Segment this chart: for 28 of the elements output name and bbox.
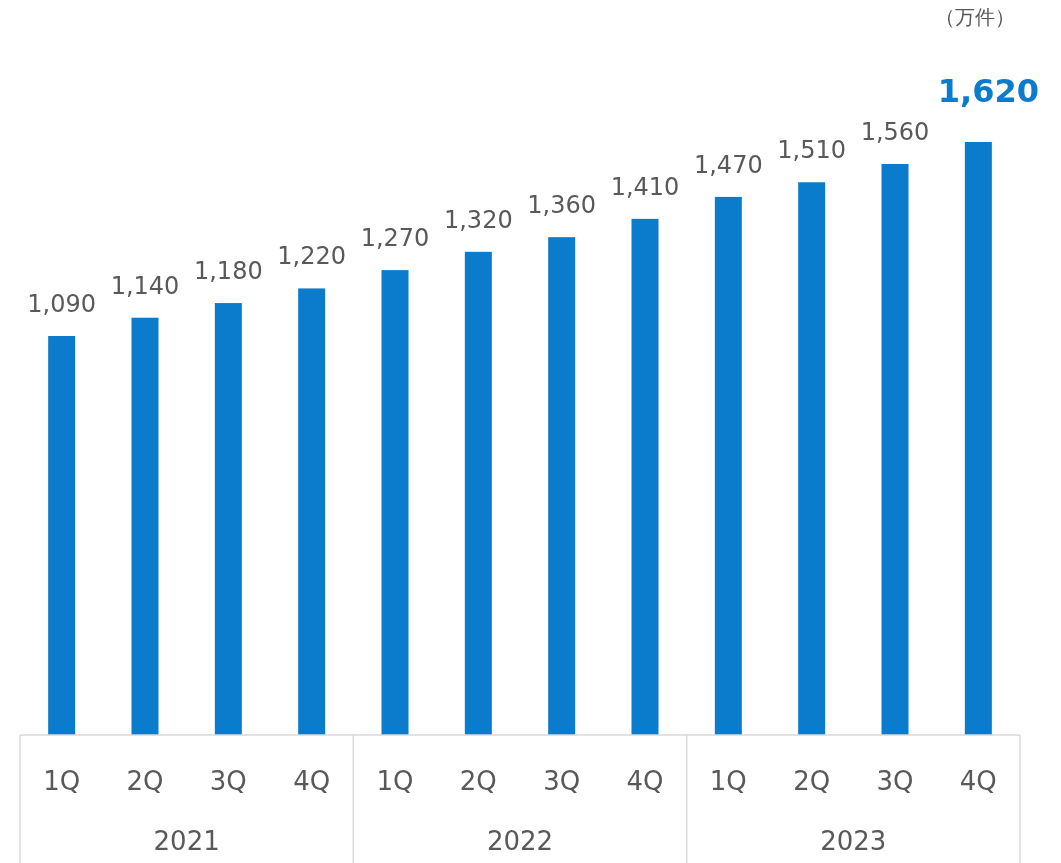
data-label: 1,140: [110, 271, 180, 300]
x-tick-label: 3Q: [543, 766, 581, 796]
text: 2022: [486, 826, 554, 856]
x-tick-label: 2Q: [126, 766, 164, 796]
x-tick-label: 3Q: [876, 766, 914, 796]
x-tick-label: 1Q: [376, 766, 414, 796]
data-label: 1,620: [937, 72, 1039, 110]
x-tick-label: 4Q: [293, 766, 331, 796]
data-label: 1,510: [777, 136, 847, 165]
data-label: 1,320: [443, 205, 513, 234]
x-tick-label: 4Q: [626, 766, 664, 796]
data-label: 1,090: [27, 290, 97, 319]
data-label: 1,180: [193, 257, 263, 286]
x-tick-label: 4Q: [959, 766, 997, 796]
x-tick-label: 1Q: [43, 766, 81, 796]
x-tick-label: 3Q: [209, 766, 247, 796]
text: （万件）: [935, 5, 1015, 29]
x-tick-label: 2Q: [459, 766, 497, 796]
x-tick-label: 1Q: [709, 766, 747, 796]
text: 2021: [153, 826, 220, 856]
data-label: 1,560: [860, 117, 930, 146]
data-label: 1,270: [360, 224, 430, 253]
data-label: 1,410: [610, 172, 680, 201]
text: 2023: [820, 826, 887, 856]
data-label: 1,360: [527, 191, 597, 220]
data-label: 1,470: [693, 150, 763, 179]
data-label: 1,220: [277, 242, 347, 271]
x-tick-label: 2Q: [793, 766, 831, 796]
